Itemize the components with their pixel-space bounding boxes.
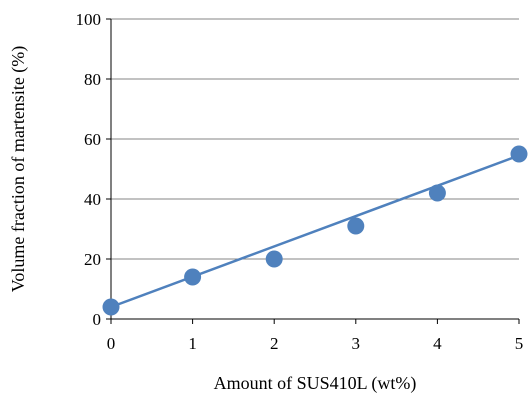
x-tick-label: 2 — [270, 334, 279, 353]
data-point — [347, 217, 365, 235]
y-tick-label: 100 — [76, 10, 102, 29]
x-tick-label: 3 — [352, 334, 361, 353]
data-point — [428, 184, 446, 202]
x-tick-labels: 0 1 2 3 4 5 — [107, 334, 524, 353]
y-tick-label: 20 — [84, 250, 101, 269]
data-point — [510, 145, 528, 163]
data-points — [102, 145, 528, 316]
y-tick-label: 60 — [84, 130, 101, 149]
y-tick-labels: 0 20 40 60 80 100 — [76, 10, 102, 329]
gridlines — [111, 18, 519, 260]
x-axis-title: Amount of SUS410L (wt%) — [214, 373, 417, 394]
trendline — [110, 154, 520, 309]
axes — [106, 18, 520, 324]
y-tick-label: 40 — [84, 190, 101, 209]
x-tick-label: 4 — [433, 334, 442, 353]
data-point — [184, 268, 202, 286]
y-axis-title: Volume fraction of martensite (%) — [8, 46, 29, 293]
x-tick-label: 5 — [515, 334, 524, 353]
x-tick-label: 1 — [188, 334, 197, 353]
x-tick-label: 0 — [107, 334, 116, 353]
y-tick-label: 0 — [93, 310, 102, 329]
trendline-group — [110, 154, 520, 309]
y-tick-label: 80 — [84, 70, 101, 89]
data-point — [102, 298, 120, 316]
data-point — [265, 250, 283, 268]
